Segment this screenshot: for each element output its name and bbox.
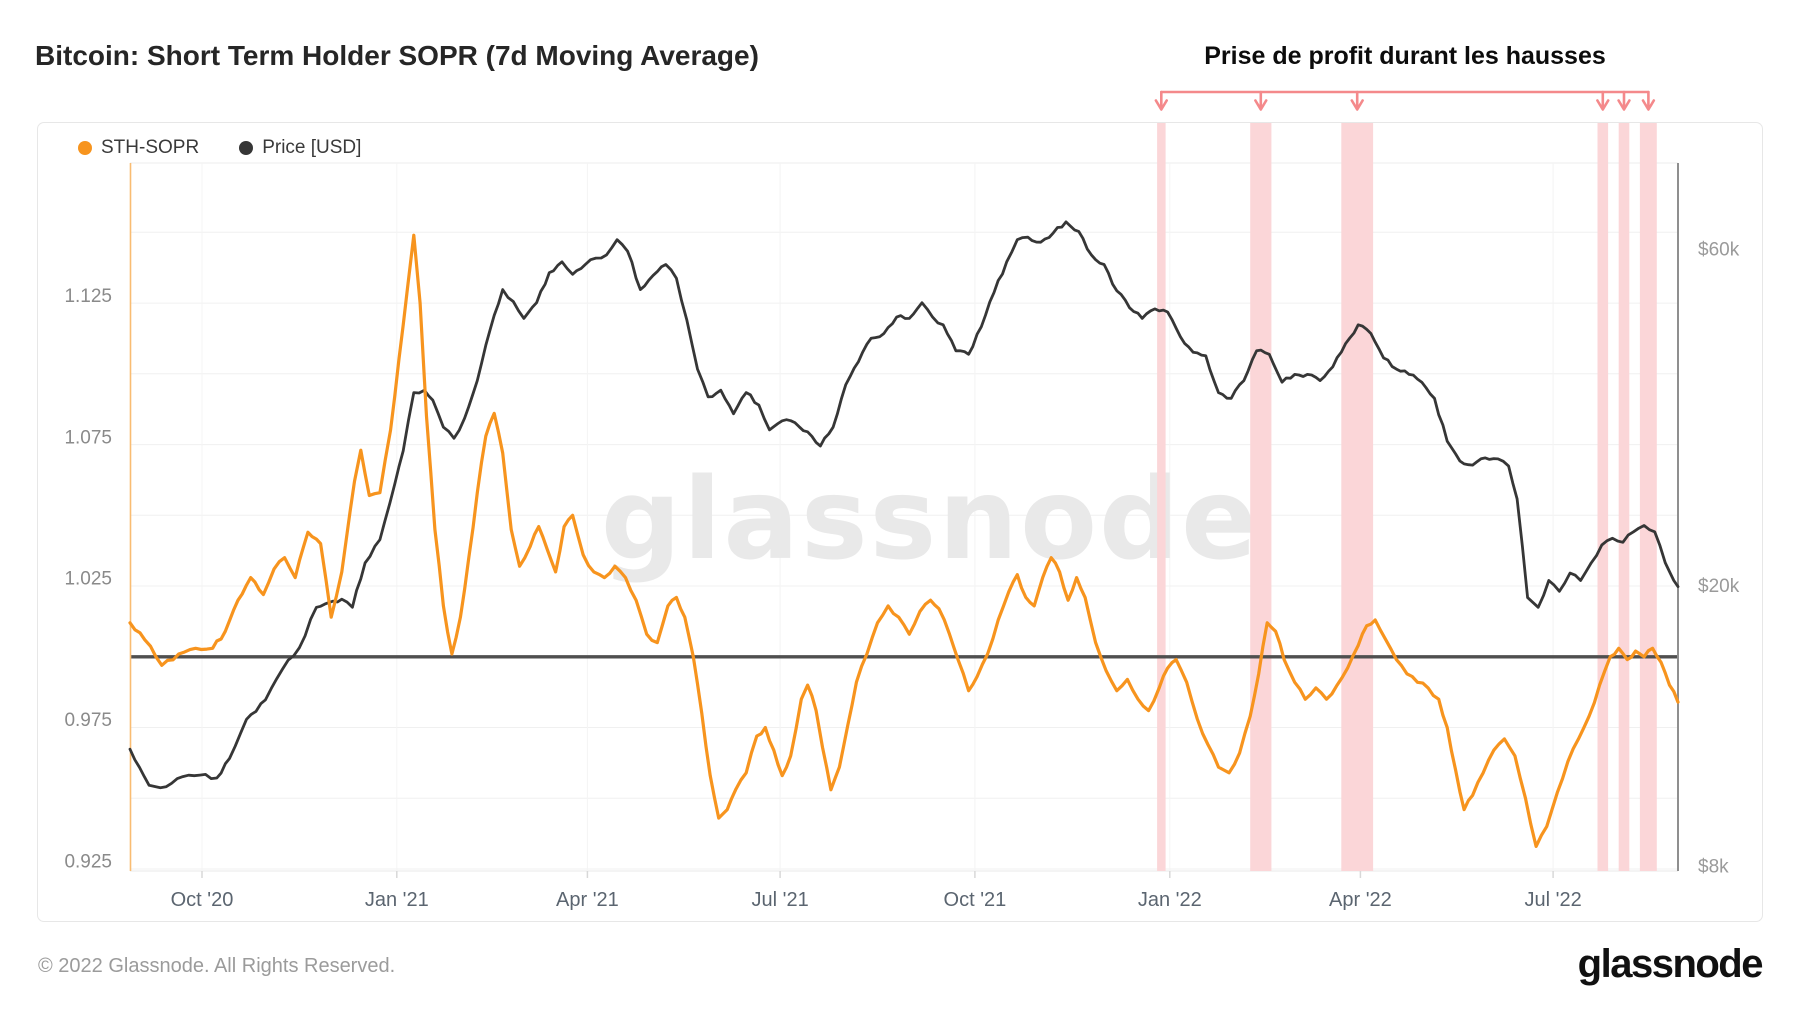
page-title: Bitcoin: Short Term Holder SOPR (7d Movi… [35, 40, 759, 71]
annotation-title: Prise de profit durant les hausses [1204, 42, 1606, 70]
annotation-arrowhead-icon [1641, 99, 1656, 111]
chart-card [37, 122, 1763, 922]
annotation-arrowhead-icon [1596, 99, 1610, 111]
legend-label-price: Price [USD] [262, 137, 362, 158]
annotation-arrowhead-icon [1254, 99, 1268, 111]
chart-legend: STH-SOPR Price [USD] [78, 137, 361, 159]
footer-copyright: © 2022 Glassnode. All Rights Reserved. [38, 955, 396, 977]
legend-item-sth-sopr[interactable]: STH-SOPR [78, 137, 199, 159]
glassnode-logo: glassnode [1577, 942, 1764, 986]
legend-item-price[interactable]: Price [USD] [239, 137, 361, 159]
price-dot-icon [239, 141, 254, 155]
legend-label-sth-sopr: STH-SOPR [101, 137, 200, 158]
annotation-arrowhead-icon [1350, 99, 1364, 111]
annotation-arrowhead-icon [1617, 99, 1631, 111]
sth-sopr-dot-icon [78, 141, 92, 155]
annotation-arrowhead-icon [1154, 99, 1168, 111]
